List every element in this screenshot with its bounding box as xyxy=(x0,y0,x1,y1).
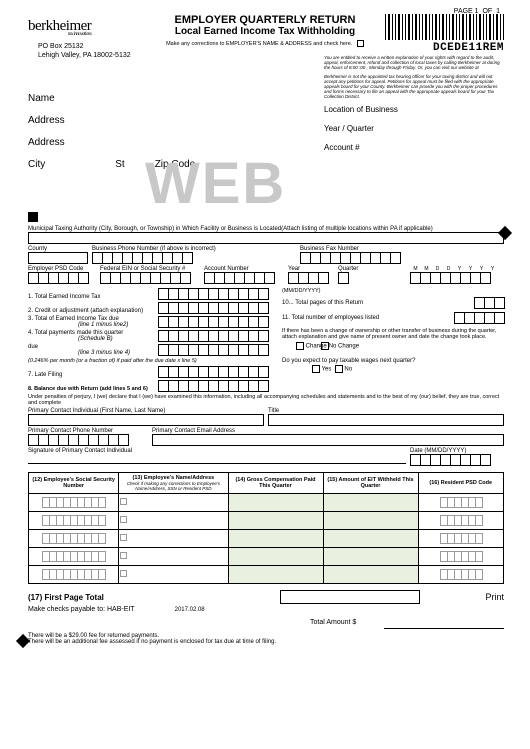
barcode xyxy=(385,14,504,40)
line8-input[interactable] xyxy=(158,380,268,392)
rights-text: You are entitled to receive a written ex… xyxy=(324,55,504,99)
col15-header: (15) Amount of EIT Withheld This Quarter xyxy=(323,473,418,494)
muni-input[interactable] xyxy=(28,232,504,244)
acct-input[interactable] xyxy=(204,272,284,284)
employee-table: (12) Employee's Social Security Number (… xyxy=(28,472,504,584)
employees-input[interactable] xyxy=(454,312,504,324)
col14-header: (14) Gross Compensation Paid This Quarte… xyxy=(228,473,323,494)
return-address: PO Box 25132 Lehigh Valley, PA 18002-513… xyxy=(38,42,131,60)
contact-input[interactable] xyxy=(28,414,264,426)
col16-header: (16) Resident PSD Code xyxy=(418,473,504,494)
location-block: Location of Business Year / Quarter Acco… xyxy=(324,100,504,158)
corrections-note: Make any corrections to EMPLOYER'S NAME … xyxy=(150,40,380,47)
fein-input[interactable] xyxy=(100,272,200,284)
perjury-text: Under penalties of perjury, I (we) decla… xyxy=(28,394,504,406)
sigdate-input[interactable] xyxy=(410,454,504,466)
line7-input[interactable] xyxy=(158,366,268,378)
psd-input[interactable] xyxy=(28,272,96,284)
title-input[interactable] xyxy=(268,414,504,426)
yes-checkbox[interactable] xyxy=(312,365,320,373)
corrections-checkbox[interactable] xyxy=(357,40,364,47)
col13-header: (13) Employee's Name/AddressCheck if mak… xyxy=(119,473,228,494)
line1-input[interactable] xyxy=(158,288,268,300)
employer-address-block: Name Address Address CityStZip Code xyxy=(28,88,195,176)
form-title-2: Local Earned Income Tax Withholding xyxy=(150,26,380,37)
change-checkbox[interactable] xyxy=(296,342,304,350)
line5-input[interactable] xyxy=(158,344,268,356)
page-total-input[interactable] xyxy=(280,590,420,604)
line2-input[interactable] xyxy=(158,302,268,314)
table-row[interactable] xyxy=(29,512,504,530)
nochange-checkbox[interactable] xyxy=(321,342,329,350)
table-row[interactable] xyxy=(29,548,504,566)
fee-note-2: There will be an additional fee assessed… xyxy=(28,639,504,645)
form-page: PAGE 1 OF 1 berkheimer tax innovations P… xyxy=(0,0,530,749)
date-input[interactable] xyxy=(410,272,504,284)
barcode-text: DCEDE11REM xyxy=(433,42,504,54)
total-amount-label: Total Amount $ xyxy=(310,619,380,629)
table-row[interactable] xyxy=(29,494,504,512)
fax-input[interactable] xyxy=(300,252,504,264)
col12-header: (12) Employee's Social Security Number xyxy=(29,473,119,494)
year-input[interactable] xyxy=(288,272,334,284)
form-title-1: EMPLOYER QUARTERLY RETURN xyxy=(150,14,380,26)
table-row[interactable] xyxy=(29,530,504,548)
table-row[interactable] xyxy=(29,566,504,584)
line1-label: 1. Total Earned Income Tax xyxy=(28,294,154,300)
signature-line[interactable] xyxy=(28,454,406,464)
no-checkbox[interactable] xyxy=(335,365,343,373)
line3-input[interactable] xyxy=(158,316,268,328)
line4-input[interactable] xyxy=(158,330,268,342)
phone-input[interactable] xyxy=(92,252,296,264)
cphone-input[interactable] xyxy=(28,434,148,446)
page-total-label: (17) First Page Total xyxy=(28,593,276,602)
email-input[interactable] xyxy=(152,434,504,446)
logo: berkheimer tax innovations xyxy=(28,18,91,37)
pages-input[interactable] xyxy=(474,297,504,309)
qtr-input[interactable] xyxy=(338,272,358,284)
total-amount-input[interactable] xyxy=(384,619,504,629)
marker-icon xyxy=(28,212,38,222)
print-button[interactable]: Print xyxy=(424,592,504,602)
county-input[interactable] xyxy=(28,252,88,264)
